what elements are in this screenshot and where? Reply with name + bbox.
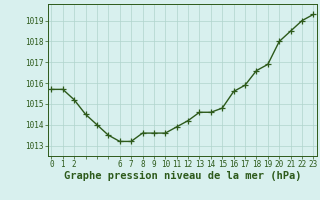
X-axis label: Graphe pression niveau de la mer (hPa): Graphe pression niveau de la mer (hPa) (64, 171, 301, 181)
